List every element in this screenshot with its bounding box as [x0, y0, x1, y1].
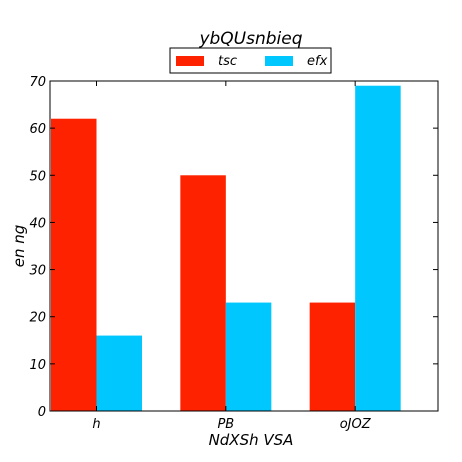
- y-tick-label: 20: [29, 311, 46, 326]
- x-tick-label: oJOZ: [340, 417, 372, 432]
- legend-swatch-tsc: [176, 56, 204, 66]
- x-axis-label: NdXSh VSA: [209, 431, 294, 449]
- y-tick-label: 0: [38, 405, 46, 420]
- plot-area-frame: [49, 80, 439, 412]
- bar-tsc-oJOZ: [309, 302, 356, 411]
- bar-efx-oJOZ: [355, 85, 401, 411]
- bar-tsc-PB: [180, 175, 226, 411]
- bar-efx-h: [96, 335, 142, 411]
- x-tick-label: PB: [217, 417, 234, 432]
- legend-swatch-efx: [265, 56, 293, 66]
- y-axis-label: en ng: [10, 225, 28, 268]
- y-tick-label: 60: [29, 122, 46, 137]
- legend: tsc efx: [169, 47, 332, 74]
- bar-tsc-h: [51, 118, 97, 411]
- bars-group: [51, 85, 401, 411]
- y-tick-label: 50: [29, 169, 46, 184]
- y-tick-label: 40: [29, 216, 46, 231]
- y-tick-label: 70: [29, 75, 46, 90]
- y-axis-ticks: 0 10 20 30 40 50 60 70: [29, 75, 438, 420]
- legend-label-tsc: tsc: [218, 54, 237, 69]
- chart-title: ybQUsnbieq: [198, 29, 302, 49]
- x-tick-label: h: [92, 417, 100, 432]
- y-tick-label: 10: [29, 358, 46, 373]
- x-axis-ticks: h PB oJOZ: [92, 81, 372, 432]
- legend-label-efx: efx: [307, 54, 328, 69]
- bar-efx-PB: [225, 302, 272, 411]
- y-tick-label: 30: [29, 264, 46, 279]
